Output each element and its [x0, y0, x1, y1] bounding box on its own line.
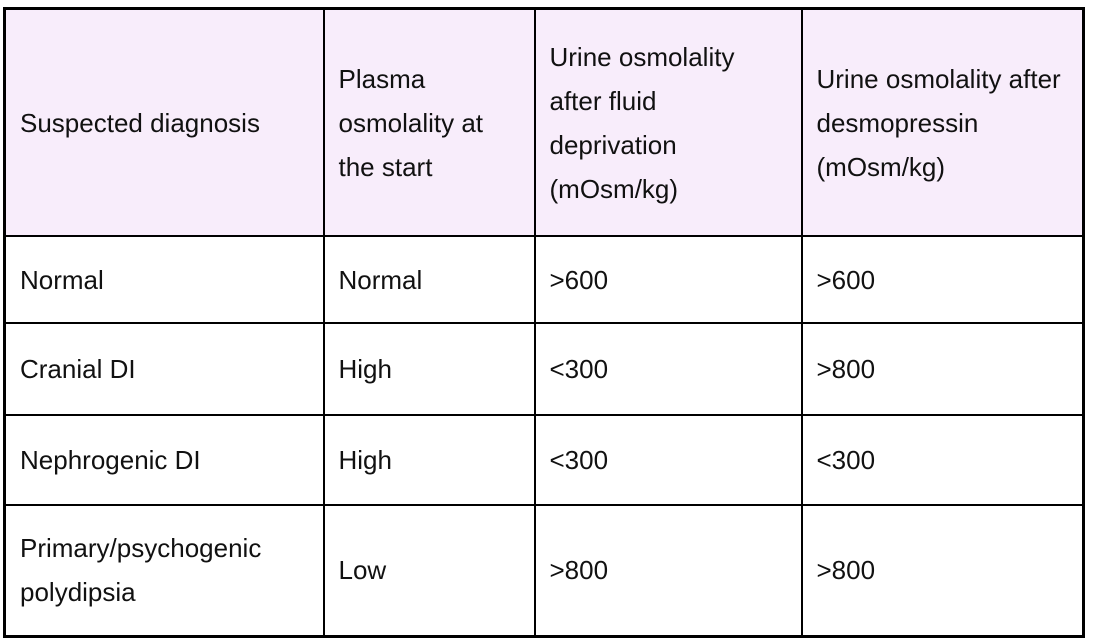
table-cell: >800 [800, 504, 1085, 637]
table-header: Suspected diagnosis Plasma osmolality at th… [3, 7, 1085, 237]
table-cell: Nephrogenic DI [3, 414, 325, 506]
table-row: Normal Normal >600 >600 [3, 235, 1085, 324]
column-header-line: Urine osmolality after [816, 63, 1061, 94]
table-cell: Low [322, 504, 536, 637]
column-header-line: Plasma [338, 63, 426, 94]
column-header-1: Suspected diagnosis [3, 7, 325, 237]
table-cell: Normal [3, 235, 325, 324]
table-cell: <300 [533, 322, 803, 416]
table-cell: <300 [533, 414, 803, 506]
column-header-line: (mOsm/kg) [549, 173, 679, 204]
column-header-line: osmolality at [338, 107, 484, 138]
table-cell: >600 [800, 235, 1085, 324]
table-cell: Cranial DI [3, 322, 325, 416]
table-cell: High [322, 322, 536, 416]
table-cell: Primary/psychogenic polydipsia [3, 504, 325, 637]
water-deprivation-test-table: Suspected diagnosis Plasma osmolality at th… [3, 7, 1085, 638]
table-cell: >800 [533, 504, 803, 637]
table-row: Cranial DI High <300 >800 [3, 322, 1085, 416]
table-cell: <300 [800, 414, 1085, 506]
table-cell: Normal [322, 235, 536, 324]
column-header-line: the start [338, 151, 433, 182]
table-cell: High [322, 414, 536, 506]
table-row: Primary/psychogenic polydipsia Low >800 >80… [3, 504, 1085, 637]
column-header-line: after fluid [549, 85, 657, 116]
table-cell: >800 [800, 322, 1085, 416]
table-body: Normal Normal >600 >600 Cranial DI High <300 >8… [3, 235, 1085, 637]
column-header-line: deprivation [549, 129, 677, 160]
column-header-3: Urine osmolality after fluid deprivation (m… [533, 7, 803, 237]
table-row: Nephrogenic DI High <300 <300 [3, 414, 1085, 506]
column-header-line: desmopressin [816, 107, 979, 138]
table-cell: >600 [533, 235, 803, 324]
column-header-line: Suspected diagnosis [20, 107, 260, 138]
diagnosis-table-container: Suspected diagnosis Plasma osmolality at th… [3, 7, 1085, 638]
column-header-line: (mOsm/kg) [816, 151, 946, 182]
column-header-4: Urine osmolality after desmopressin (mOsm/… [800, 7, 1085, 237]
column-header-2: Plasma osmolality at the start [322, 7, 536, 237]
column-header-line: Urine osmolality [549, 41, 735, 72]
table-header-row: Suspected diagnosis Plasma osmolality at th… [3, 7, 1085, 237]
